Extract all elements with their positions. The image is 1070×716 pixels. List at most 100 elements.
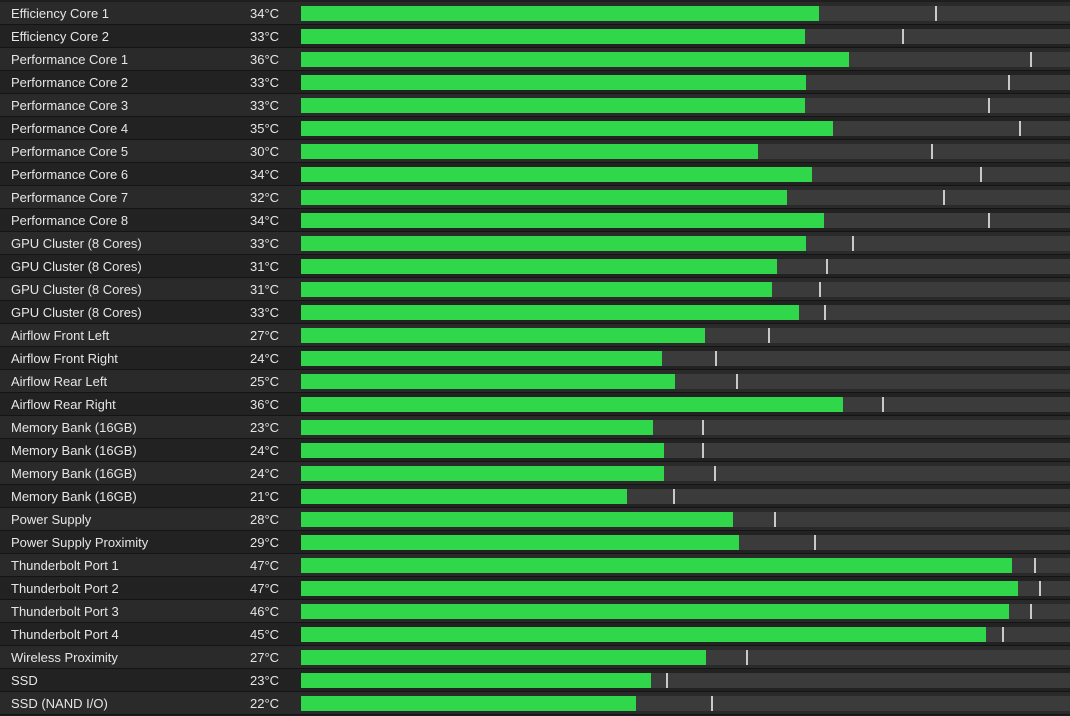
sensor-row: Airflow Front Left 27°C — [0, 324, 1070, 347]
temperature-bar-track — [301, 29, 1070, 44]
temperature-bar-fill — [301, 213, 824, 228]
sensor-name: Memory Bank (16GB) — [11, 420, 137, 435]
sensor-temperature: 33°C — [250, 75, 280, 90]
temperature-bar-fill — [301, 489, 627, 504]
temperature-bar-fill — [301, 420, 653, 435]
sensor-name: Performance Core 2 — [11, 75, 129, 90]
sensor-temperature: 35°C — [250, 121, 280, 136]
sensor-row: Power Supply 28°C — [0, 508, 1070, 531]
sensor-name: Thunderbolt Port 3 — [11, 604, 119, 619]
sensor-temperature: 29°C — [250, 535, 280, 550]
temperature-bar-fill — [301, 466, 664, 481]
temperature-bar-fill — [301, 236, 806, 251]
temperature-bar-track — [301, 489, 1070, 504]
temperature-bar-track — [301, 167, 1070, 182]
sensor-row: SSD 23°C — [0, 669, 1070, 692]
sensor-temperature: 27°C — [250, 650, 280, 665]
temperature-bar-track — [301, 6, 1070, 21]
temperature-bar-track — [301, 98, 1070, 113]
sensor-temperature: 27°C — [250, 328, 280, 343]
temperature-bar-track — [301, 466, 1070, 481]
sensor-name: Performance Core 6 — [11, 167, 129, 182]
temperature-bar-track — [301, 259, 1070, 274]
temperature-bar-track — [301, 696, 1070, 711]
sensor-row: Airflow Rear Right 36°C — [0, 393, 1070, 416]
sensor-row: GPU Cluster (8 Cores) 31°C — [0, 278, 1070, 301]
temperature-bar-fill — [301, 581, 1018, 596]
sensor-name: Airflow Front Right — [11, 351, 118, 366]
sensor-row: Efficiency Core 2 33°C — [0, 25, 1070, 48]
max-temperature-marker — [1019, 121, 1021, 136]
temperature-bar-fill — [301, 673, 651, 688]
temperature-bar-fill — [301, 167, 812, 182]
sensor-name: Efficiency Core 2 — [11, 29, 110, 44]
sensor-row: Performance Core 2 33°C — [0, 71, 1070, 94]
sensor-row: GPU Cluster (8 Cores) 33°C — [0, 232, 1070, 255]
temperature-bar-fill — [301, 144, 758, 159]
sensor-temperature: 24°C — [250, 443, 280, 458]
max-temperature-marker — [882, 397, 884, 412]
temperature-bar-fill — [301, 259, 777, 274]
sensor-name: Thunderbolt Port 1 — [11, 558, 119, 573]
sensor-row: Performance Core 5 30°C — [0, 140, 1070, 163]
sensor-temperature: 33°C — [250, 305, 280, 320]
temperature-bar-fill — [301, 443, 664, 458]
max-temperature-marker — [673, 489, 675, 504]
sensor-row: Wireless Proximity 27°C — [0, 646, 1070, 669]
sensor-row: GPU Cluster (8 Cores) 31°C — [0, 255, 1070, 278]
max-temperature-marker — [902, 29, 904, 44]
sensor-temperature: 33°C — [250, 29, 280, 44]
sensor-temperature: 34°C — [250, 213, 280, 228]
sensor-temperature: 33°C — [250, 98, 280, 113]
sensor-name: Wireless Proximity — [11, 650, 118, 665]
temperature-bar-track — [301, 190, 1070, 205]
sensor-row: GPU Cluster (8 Cores) 33°C — [0, 301, 1070, 324]
max-temperature-marker — [746, 650, 748, 665]
sensor-temperature: 36°C — [250, 397, 280, 412]
max-temperature-marker — [702, 443, 704, 458]
max-temperature-marker — [824, 305, 826, 320]
max-temperature-marker — [715, 351, 717, 366]
sensor-name: Memory Bank (16GB) — [11, 489, 137, 504]
sensor-name: Memory Bank (16GB) — [11, 466, 137, 481]
max-temperature-marker — [931, 144, 933, 159]
temperature-bar-track — [301, 673, 1070, 688]
temperature-bar-track — [301, 144, 1070, 159]
sensor-temperature: 23°C — [250, 673, 280, 688]
max-temperature-marker — [980, 167, 982, 182]
sensor-temperature: 28°C — [250, 512, 280, 527]
temperature-bar-track — [301, 627, 1070, 642]
sensor-name: SSD (NAND I/O) — [11, 696, 108, 711]
max-temperature-marker — [1008, 75, 1010, 90]
temperature-bar-fill — [301, 328, 705, 343]
sensor-row: SSD (NAND I/O) 22°C — [0, 692, 1070, 715]
temperature-bar-fill — [301, 190, 787, 205]
sensor-name: Thunderbolt Port 4 — [11, 627, 119, 642]
sensor-row: Performance Core 8 34°C — [0, 209, 1070, 232]
sensor-name: Airflow Front Left — [11, 328, 110, 343]
temperature-bar-fill — [301, 374, 675, 389]
sensor-name: Power Supply Proximity — [11, 535, 149, 550]
sensor-row: Performance Core 3 33°C — [0, 94, 1070, 117]
temperature-bar-fill — [301, 604, 1009, 619]
sensor-row: Memory Bank (16GB) 21°C — [0, 485, 1070, 508]
temperature-bar-track — [301, 443, 1070, 458]
max-temperature-marker — [988, 98, 990, 113]
sensor-name: GPU Cluster (8 Cores) — [11, 259, 142, 274]
sensor-temperature: 25°C — [250, 374, 280, 389]
temperature-bar-track — [301, 397, 1070, 412]
max-temperature-marker — [1039, 581, 1041, 596]
sensor-name: Performance Core 4 — [11, 121, 129, 136]
temperature-bar-fill — [301, 650, 706, 665]
temperature-bar-track — [301, 213, 1070, 228]
sensor-temperature: 34°C — [250, 167, 280, 182]
max-temperature-marker — [774, 512, 776, 527]
sensor-row: Performance Core 1 36°C — [0, 48, 1070, 71]
max-temperature-marker — [768, 328, 770, 343]
max-temperature-marker — [1030, 52, 1032, 67]
sensor-temperature: 31°C — [250, 282, 280, 297]
sensor-row: Performance Core 4 35°C — [0, 117, 1070, 140]
sensor-temperature: 34°C — [250, 6, 280, 21]
sensor-name: Power Supply — [11, 512, 92, 527]
